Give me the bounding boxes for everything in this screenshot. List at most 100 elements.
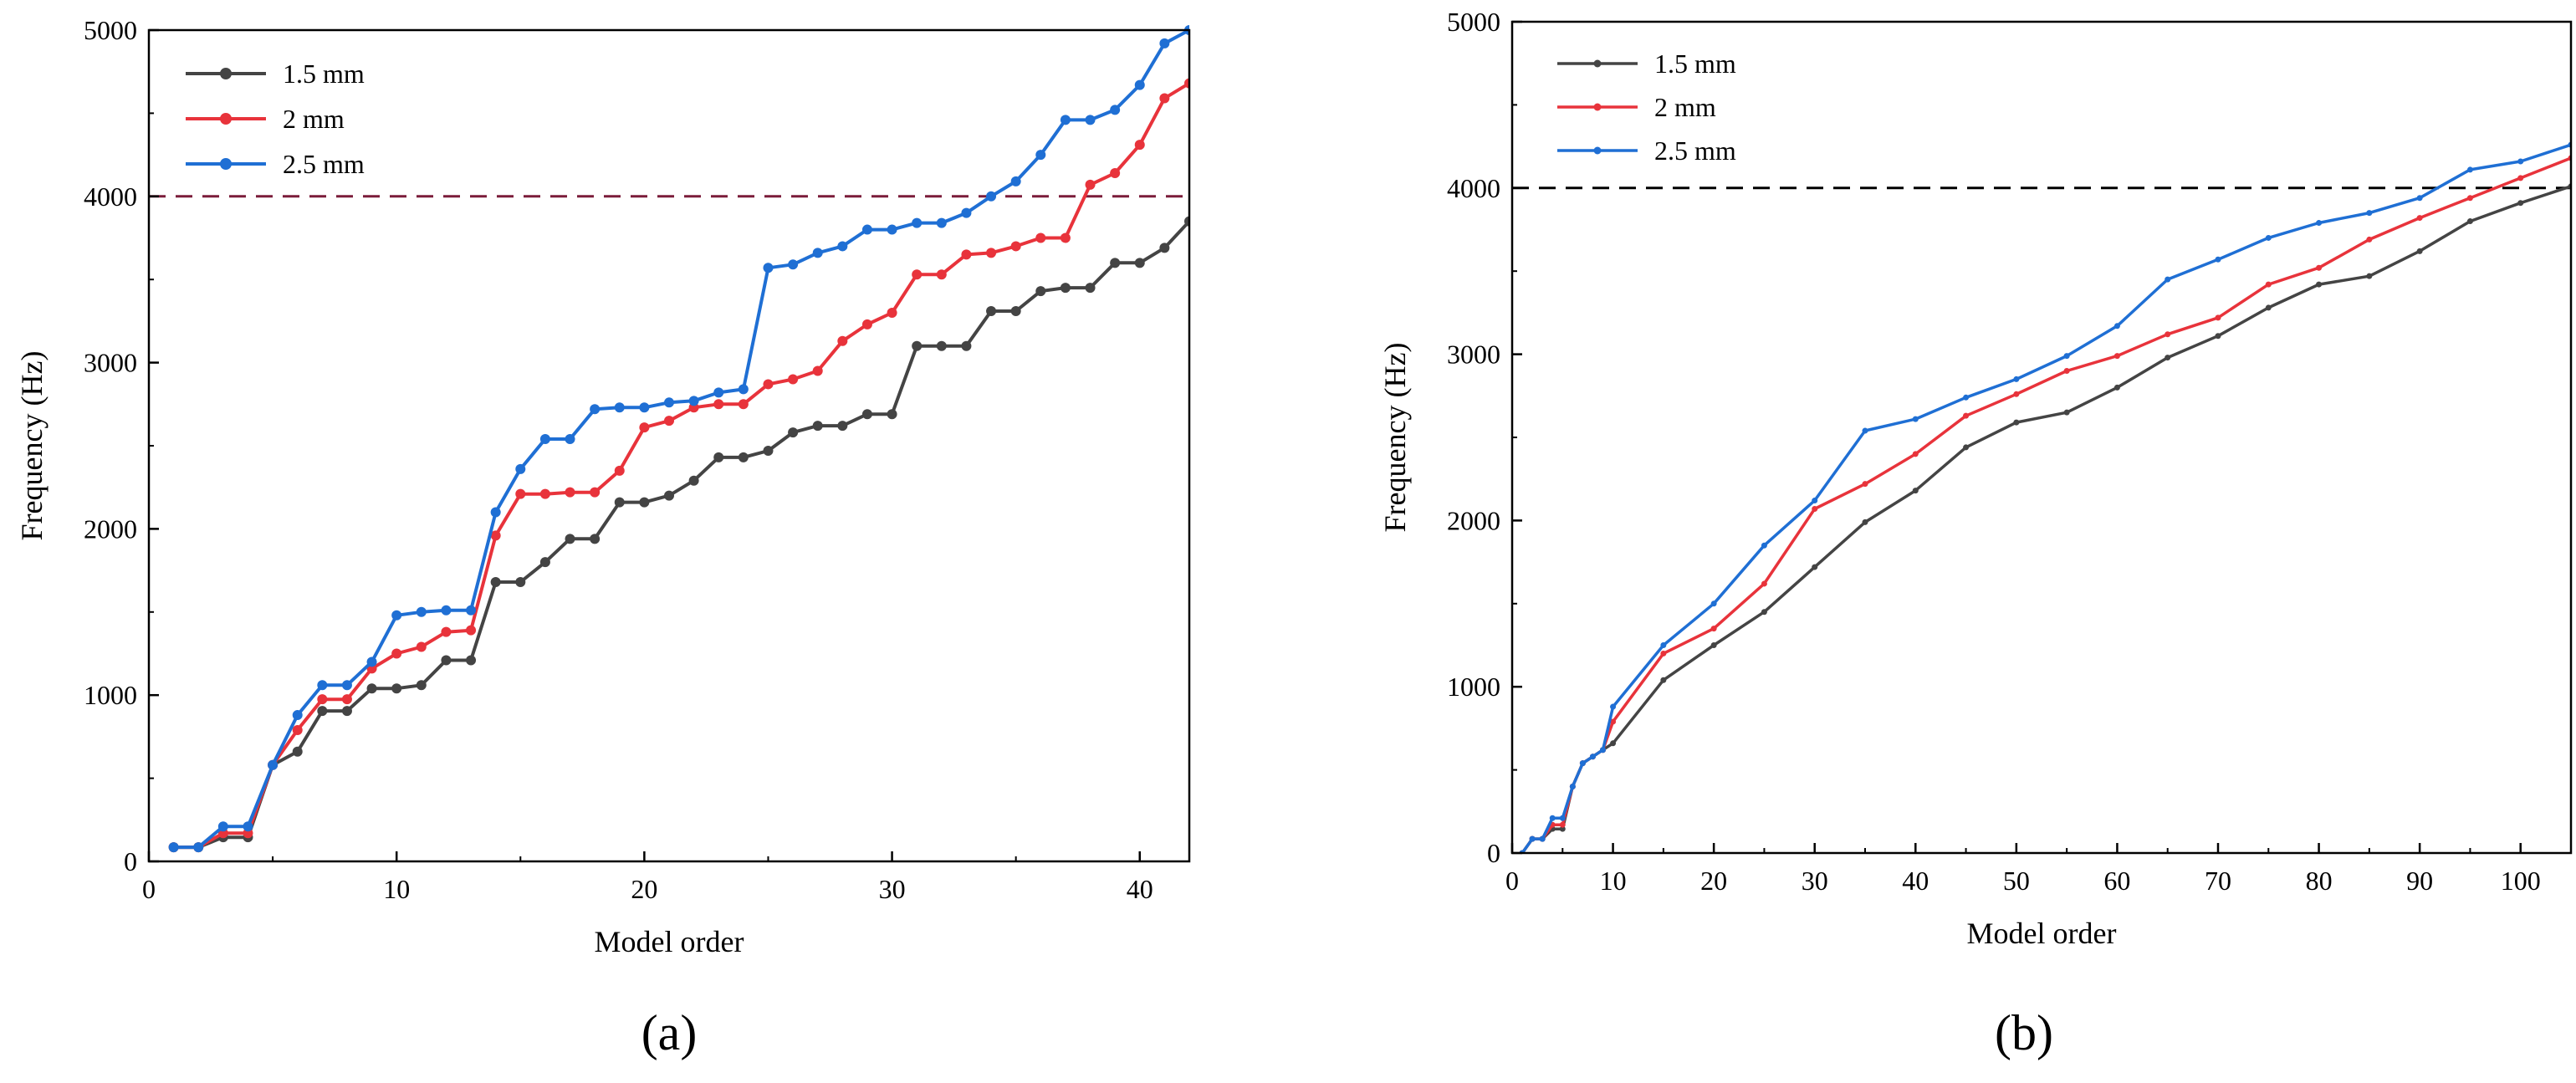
data-point bbox=[2165, 355, 2171, 361]
x-tick-label: 40 bbox=[1902, 866, 1929, 896]
data-point bbox=[688, 396, 699, 406]
data-point bbox=[2165, 276, 2171, 283]
data-point bbox=[2517, 158, 2524, 165]
data-point bbox=[2063, 409, 2070, 416]
data-point bbox=[466, 655, 477, 666]
data-point bbox=[1710, 626, 1717, 632]
data-point bbox=[268, 759, 279, 770]
data-point bbox=[1610, 718, 1617, 725]
data-point bbox=[1085, 115, 1096, 125]
data-point bbox=[2165, 331, 2171, 338]
x-tick-label: 30 bbox=[1802, 866, 1828, 896]
data-point bbox=[738, 399, 749, 410]
legend-label: 2 mm bbox=[1654, 92, 1716, 122]
data-point bbox=[1710, 642, 1717, 648]
data-point bbox=[416, 680, 427, 691]
data-point bbox=[1862, 481, 1868, 488]
data-point bbox=[614, 497, 625, 508]
x-tick-label: 10 bbox=[1600, 866, 1627, 896]
data-point bbox=[1963, 412, 1970, 419]
data-point bbox=[887, 409, 897, 420]
data-point bbox=[490, 507, 501, 518]
data-point bbox=[515, 488, 526, 499]
data-point bbox=[1085, 179, 1096, 190]
legend-label: 2.5 mm bbox=[1654, 135, 1736, 166]
data-point bbox=[2466, 166, 2473, 173]
legend-marker bbox=[220, 158, 232, 170]
panel-label: (b) bbox=[1995, 1005, 2053, 1060]
data-point bbox=[1761, 542, 1767, 549]
y-axis-title: Frequency (Hz) bbox=[15, 351, 49, 541]
data-point bbox=[639, 402, 650, 413]
chart-panel-a: 0 10 20 30 40 0 1000 2000 3000 4000 5000 Model orde… bbox=[15, 15, 1191, 1060]
y-tick-label: 5000 bbox=[84, 15, 137, 45]
data-point bbox=[1862, 427, 1868, 434]
data-point bbox=[961, 340, 972, 351]
data-point bbox=[763, 445, 774, 456]
data-point bbox=[292, 746, 303, 757]
chart-panel-b: 0 10 20 30 40 50 60 70 80 90 100010002000300040005… bbox=[1378, 7, 2573, 1060]
y-tick-label: 4000 bbox=[1447, 173, 1500, 203]
data-point bbox=[441, 655, 452, 666]
data-point bbox=[936, 340, 947, 351]
data-point bbox=[1134, 140, 1145, 151]
data-point bbox=[1912, 416, 1919, 422]
data-point bbox=[1569, 783, 1576, 789]
data-point bbox=[887, 224, 897, 235]
x-tick-label: 20 bbox=[631, 874, 657, 904]
data-point bbox=[1812, 564, 1818, 570]
data-point bbox=[2113, 353, 2120, 360]
data-point bbox=[1110, 258, 1121, 268]
data-point bbox=[912, 340, 923, 351]
data-point bbox=[1761, 609, 1767, 616]
data-point bbox=[292, 710, 303, 721]
data-point bbox=[1862, 519, 1868, 525]
data-point bbox=[2063, 367, 2070, 374]
series-line-1.5-mm bbox=[173, 220, 1189, 850]
data-point bbox=[1184, 216, 1189, 227]
data-point bbox=[2265, 304, 2272, 311]
data-point bbox=[986, 191, 997, 202]
data-point bbox=[986, 305, 997, 316]
data-point bbox=[763, 263, 774, 273]
legend-label: 1.5 mm bbox=[283, 59, 365, 89]
data-point bbox=[1010, 241, 1021, 252]
data-point bbox=[1559, 825, 1566, 832]
data-point bbox=[441, 605, 452, 616]
legend-marker bbox=[220, 113, 232, 125]
series-line-2-mm bbox=[173, 81, 1189, 850]
data-point bbox=[1110, 105, 1121, 115]
y-tick-label: 1000 bbox=[84, 680, 137, 710]
legend-label: 1.5 mm bbox=[1654, 49, 1736, 79]
data-point bbox=[1660, 677, 1667, 683]
data-point bbox=[614, 402, 625, 413]
data-point bbox=[1579, 760, 1586, 767]
data-point bbox=[713, 399, 724, 410]
series-line-2.5-mm bbox=[1521, 143, 2571, 853]
data-point bbox=[565, 434, 575, 445]
legend-label: 2.5 mm bbox=[283, 149, 365, 179]
data-point bbox=[664, 397, 674, 408]
y-tick-label: 2000 bbox=[1447, 505, 1500, 535]
data-point bbox=[1912, 488, 1919, 494]
x-tick-label: 30 bbox=[879, 874, 906, 904]
data-point bbox=[936, 269, 947, 280]
data-point bbox=[2316, 281, 2323, 288]
data-point bbox=[1035, 232, 1046, 243]
data-point bbox=[565, 534, 575, 544]
y-tick-label: 4000 bbox=[84, 181, 137, 212]
y-tick-label: 0 bbox=[124, 846, 137, 876]
x-tick-label: 0 bbox=[1505, 866, 1519, 896]
y-tick-label: 2000 bbox=[84, 513, 137, 544]
data-point bbox=[1159, 93, 1170, 104]
legend-marker bbox=[220, 68, 232, 79]
x-tick-label: 80 bbox=[2306, 866, 2333, 896]
data-point bbox=[2366, 210, 2373, 217]
data-point bbox=[565, 487, 575, 498]
data-point bbox=[539, 557, 550, 568]
data-point bbox=[986, 248, 997, 258]
data-point bbox=[391, 683, 402, 694]
x-tick-label: 0 bbox=[142, 874, 156, 904]
data-point bbox=[664, 416, 674, 427]
